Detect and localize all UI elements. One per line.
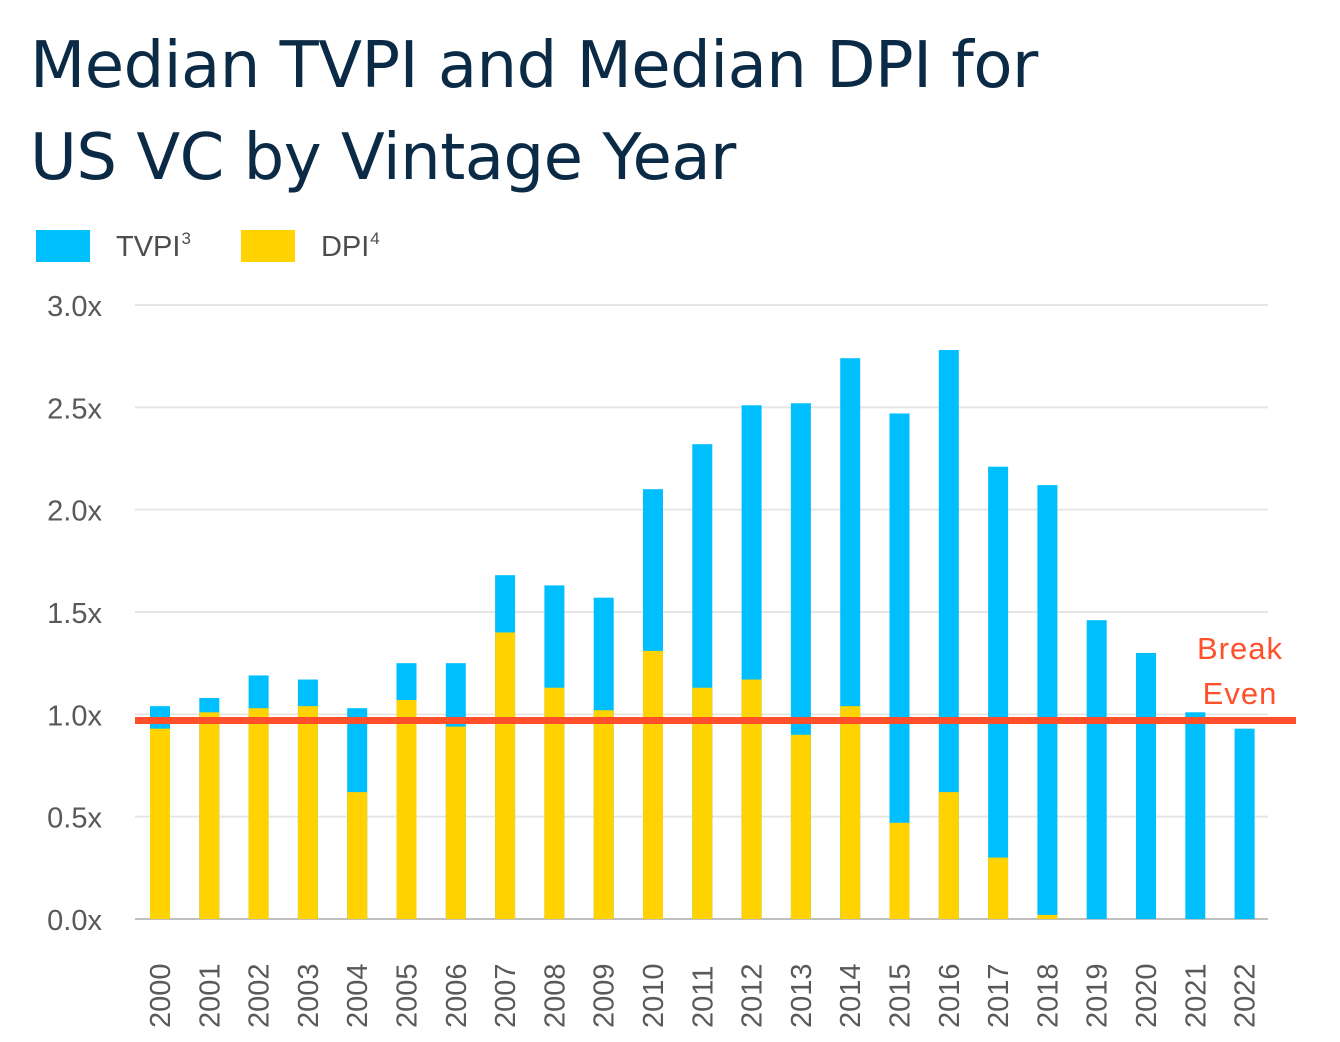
dpi-bar [495, 632, 516, 919]
y-tick-label: 1.0x [47, 700, 102, 732]
tvpi-bar [1086, 620, 1107, 919]
y-tick-label: 0.0x [47, 905, 102, 937]
y-tick-label: 1.5x [47, 598, 102, 630]
dpi-bar [593, 710, 614, 919]
dpi-bar [248, 708, 269, 919]
dpi-bar [445, 726, 466, 919]
chart-legend: TVPI3 DPI4 [36, 228, 430, 264]
dpi-bar [297, 706, 318, 919]
x-tick-label: 2020 [1131, 963, 1163, 1028]
dpi-bar [840, 706, 861, 919]
legend-label-tvpi: TVPI3 [116, 229, 191, 264]
dpi-bar [889, 822, 910, 919]
x-tick-label: 2016 [934, 963, 966, 1028]
x-tick-label: 2013 [786, 963, 818, 1028]
legend-sup-tvpi: 3 [181, 228, 191, 248]
dpi-bar [790, 734, 811, 919]
legend-text-dpi: DPI [320, 230, 370, 263]
x-tick-label: 2018 [1032, 963, 1064, 1028]
x-tick-label: 2000 [145, 963, 177, 1028]
legend-sup-dpi: 4 [370, 228, 380, 248]
x-tick-label: 2008 [539, 963, 571, 1028]
chart-title-line-1: Median TVPI and Median DPI for [30, 29, 1038, 103]
x-tick-label: 2012 [737, 963, 769, 1028]
dpi-bar [988, 857, 1009, 919]
tvpi-bar [988, 466, 1009, 919]
dpi-bar [1037, 914, 1058, 919]
dpi-bar [741, 679, 762, 919]
tvpi-bar [889, 413, 910, 919]
x-tick-label: 2015 [885, 963, 917, 1028]
dpi-bar [150, 728, 170, 919]
legend-item-dpi: DPI4 [240, 229, 380, 264]
x-tick-label: 2017 [983, 963, 1015, 1028]
x-tick-label: 2006 [441, 963, 473, 1028]
legend-swatch-dpi [240, 230, 295, 262]
x-tick-label: 2007 [490, 963, 522, 1028]
x-tick-label: 2019 [1082, 963, 1114, 1028]
x-tick-label: 2014 [835, 963, 867, 1028]
break-even-label-line-1: Break [1197, 631, 1283, 666]
y-tick-label: 2.5x [47, 393, 102, 425]
dpi-bar [347, 792, 368, 919]
x-tick-label: 2005 [392, 963, 424, 1028]
x-tick-label: 2004 [342, 963, 374, 1028]
x-tick-label: 2003 [293, 963, 325, 1028]
x-tick-label: 2010 [638, 963, 670, 1028]
dpi-bar [544, 687, 565, 919]
y-tick-label: 3.0x [47, 291, 102, 323]
legend-text-tvpi: TVPI [116, 230, 181, 263]
y-tick-label: 0.5x [47, 803, 102, 835]
y-tick-label: 2.0x [47, 496, 102, 528]
tvpi-bar [1185, 712, 1206, 919]
legend-label-dpi: DPI4 [321, 229, 380, 264]
tvpi-bar [1037, 485, 1058, 919]
tvpi-bar [938, 350, 959, 919]
dpi-bar [396, 700, 417, 919]
dpi-bar [643, 650, 663, 919]
x-tick-label: 2002 [244, 963, 276, 1028]
chart-title: Median TVPI and Median DPI for US VC by … [30, 20, 1230, 204]
dpi-bar [199, 712, 220, 919]
x-tick-label: 2009 [589, 963, 621, 1028]
x-tick-label: 2022 [1230, 963, 1262, 1028]
x-tick-label: 2001 [194, 963, 226, 1028]
chart-title-line-2: US VC by Vintage Year [30, 121, 736, 195]
dpi-bar [938, 792, 959, 919]
x-tick-label: 2021 [1180, 963, 1212, 1028]
x-tick-label: 2011 [687, 966, 719, 1028]
legend-swatch-tvpi [36, 230, 90, 262]
tvpi-bar [1234, 728, 1255, 919]
legend-item-tvpi: TVPI3 [36, 229, 191, 264]
tvpi-bar [1136, 652, 1156, 919]
break-even-label-line-2: Even [1203, 676, 1278, 711]
dpi-bar [692, 687, 713, 919]
